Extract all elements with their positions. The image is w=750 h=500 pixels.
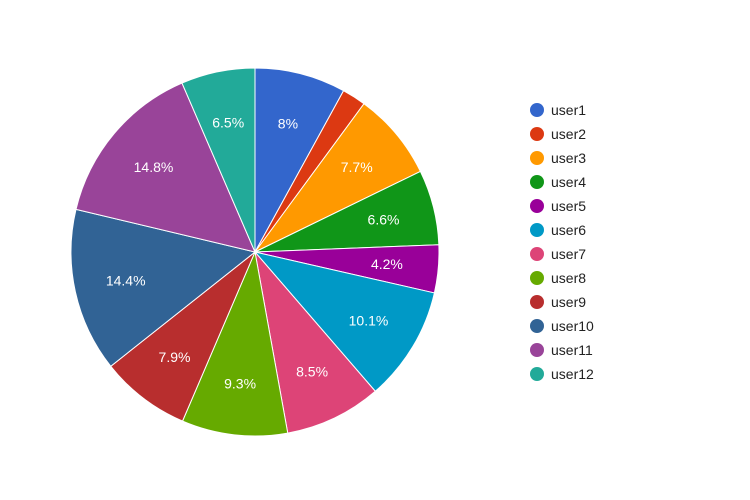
slice-label-user9: 7.9% [159, 349, 191, 365]
legend-swatch-user8 [530, 271, 544, 285]
legend-label-user4: user4 [551, 174, 586, 190]
pie-slice-user11[interactable] [75, 82, 256, 253]
legend-item-user5[interactable]: user5 [530, 198, 586, 214]
slice-label-user4: 6.6% [368, 212, 400, 228]
legend-swatch-user11 [530, 343, 544, 357]
legend-label-user8: user8 [551, 270, 586, 286]
pie-slice-user10[interactable] [70, 208, 257, 367]
legend-item-user11[interactable]: user11 [530, 342, 593, 358]
legend-swatch-user4 [530, 175, 544, 189]
legend-label-user12: user12 [551, 366, 594, 382]
legend-label-user9: user9 [551, 294, 586, 310]
slice-label-user10: 14.4% [106, 273, 146, 289]
legend-item-user4[interactable]: user4 [530, 174, 586, 190]
legend-label-user1: user1 [551, 102, 586, 118]
slice-label-user5: 4.2% [371, 256, 403, 272]
pie-slice-user12[interactable] [181, 67, 256, 253]
legend-item-user1[interactable]: user1 [530, 102, 586, 118]
pie-slice-user8[interactable] [181, 250, 289, 437]
legend-item-user3[interactable]: user3 [530, 150, 586, 166]
legend-label-user6: user6 [551, 222, 586, 238]
legend-label-user2: user2 [551, 126, 586, 142]
legend-item-user9[interactable]: user9 [530, 294, 586, 310]
legend-swatch-user12 [530, 367, 544, 381]
legend-label-user3: user3 [551, 150, 586, 166]
pie-slice-user9[interactable] [110, 251, 256, 422]
legend: user1 user2 user3 user4 user5 user6 user7 user8… [530, 102, 594, 382]
legend-swatch-user1 [530, 103, 544, 117]
legend-swatch-user5 [530, 199, 544, 213]
legend-swatch-user7 [530, 247, 544, 261]
pie-slices [70, 67, 440, 437]
legend-item-user10[interactable]: user10 [530, 318, 594, 334]
slice-label-user11: 14.8% [134, 159, 174, 175]
legend-item-user2[interactable]: user2 [530, 126, 586, 142]
pie-slice-user6[interactable] [253, 251, 435, 392]
legend-label-user10: user10 [551, 318, 594, 334]
slice-label-user6: 10.1% [349, 312, 389, 328]
legend-swatch-user10 [530, 319, 544, 333]
pie-slice-user1[interactable] [254, 67, 345, 253]
legend-label-user11: user11 [551, 342, 593, 358]
slice-label-user1: 8% [278, 116, 298, 132]
legend-item-user6[interactable]: user6 [530, 222, 586, 238]
legend-swatch-user9 [530, 295, 544, 309]
slice-label-user12: 6.5% [212, 114, 244, 130]
slice-label-user8: 9.3% [224, 376, 256, 392]
legend-item-user12[interactable]: user12 [530, 366, 594, 382]
legend-item-user8[interactable]: user8 [530, 270, 586, 286]
legend-label-user5: user5 [551, 198, 586, 214]
legend-swatch-user3 [530, 151, 544, 165]
legend-swatch-user2 [530, 127, 544, 141]
pie-slice-labels: 8% 7.7% 6.6% 4.2% 10.1% 8.5% 9.3% 7.9% 14.4% 14.8… [106, 114, 403, 391]
legend-swatch-user6 [530, 223, 544, 237]
legend-label-user7: user7 [551, 246, 586, 262]
pie-slice-user7[interactable] [254, 250, 376, 434]
slice-label-user3: 7.7% [341, 159, 373, 175]
slice-label-user7: 8.5% [296, 364, 328, 380]
legend-item-user7[interactable]: user7 [530, 246, 586, 262]
